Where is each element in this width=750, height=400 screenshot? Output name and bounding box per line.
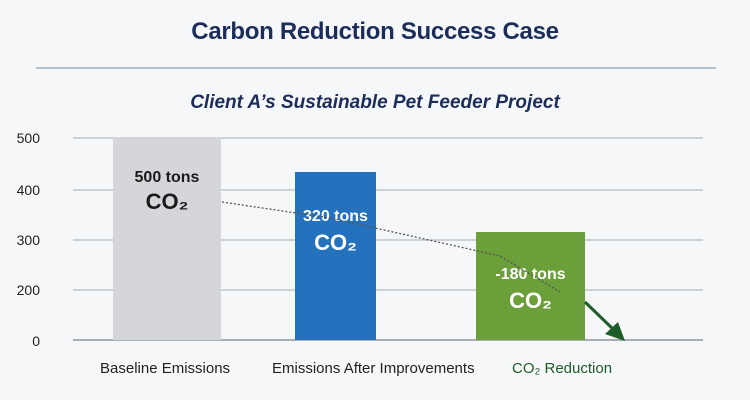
bar-co2-reduction: -180 tons CO₂ xyxy=(476,232,585,340)
chart-subtitle: Client A’s Sustainable Pet Feeder Projec… xyxy=(190,92,560,113)
y-tick-500: 500 xyxy=(16,130,40,146)
gridline-200 xyxy=(73,289,703,291)
y-tick-300: 300 xyxy=(16,232,40,248)
gridline-400 xyxy=(73,189,703,191)
bar-value-label: -180 tons xyxy=(495,266,566,283)
bar-value-label: 500 tons xyxy=(134,169,200,186)
x-label-emissions-after-improvements: Emissions After Improvements xyxy=(272,360,475,377)
y-tick-200: 200 xyxy=(16,282,40,298)
gridline-300 xyxy=(73,239,703,241)
bar-unit-label: CO₂ xyxy=(509,288,552,313)
bar-unit-label: CO₂ xyxy=(314,230,357,255)
chart-title: Carbon Reduction Success Case xyxy=(191,18,559,45)
bar-unit-label: CO₂ xyxy=(145,189,189,214)
x-label-co2-reduction: CO₂ Reduction xyxy=(512,360,613,377)
y-tick-0: 0 xyxy=(32,333,40,349)
gridline-500 xyxy=(73,137,703,139)
title-divider xyxy=(36,67,716,69)
bar-baseline-emissions: 500 tons CO₂ xyxy=(113,137,221,340)
y-tick-400: 400 xyxy=(16,182,40,198)
x-axis-baseline xyxy=(73,339,703,341)
bar-emissions-after-improvements: 320 tons CO₂ xyxy=(295,172,376,340)
x-label-baseline-emissions: Baseline Emissions xyxy=(100,360,231,377)
bar-value-label: 320 tons xyxy=(303,208,368,225)
